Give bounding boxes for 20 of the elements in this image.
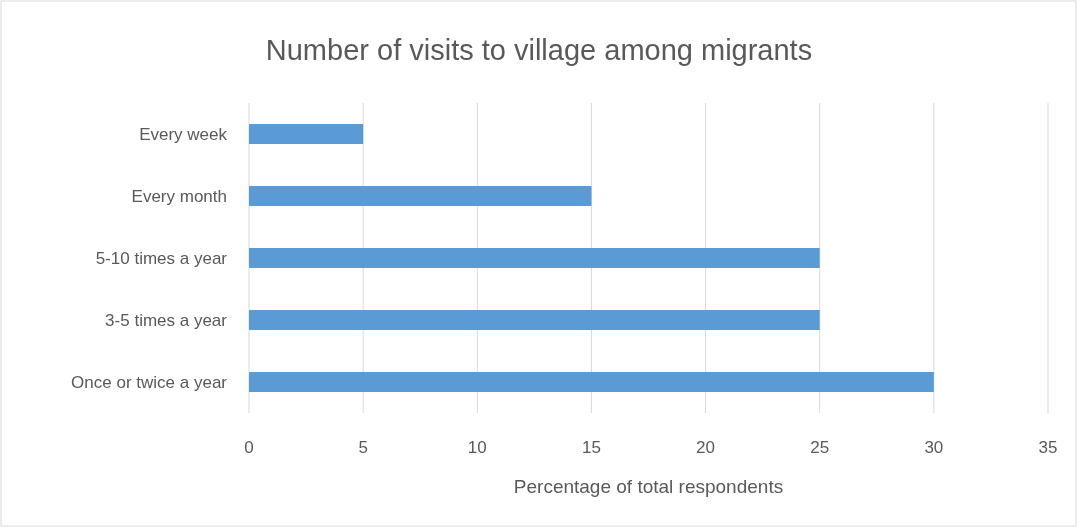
bar	[249, 186, 592, 206]
bar	[249, 124, 364, 144]
y-tick-label: 5-10 times a year	[95, 248, 228, 268]
y-tick-label: Every month	[131, 186, 227, 206]
bar	[249, 372, 934, 392]
x-tick-label: 15	[581, 438, 601, 457]
x-tick-label: 35	[1038, 438, 1058, 457]
x-tick-label: 30	[924, 438, 944, 457]
y-tick-label: 3-5 times a year	[105, 310, 228, 330]
x-tick-label: 0	[244, 438, 254, 457]
x-tick-label: 20	[696, 438, 716, 457]
bar	[249, 248, 820, 268]
y-tick-label: Once or twice a year	[71, 372, 228, 392]
x-tick-label: 5	[358, 438, 368, 457]
x-axis-title: Percentage of total respondents	[513, 476, 784, 497]
x-tick-label: 25	[810, 438, 830, 457]
x-tick-label: 10	[467, 438, 487, 457]
y-tick-label: Every week	[139, 124, 228, 144]
chart-title: Number of visits to village among migrants	[265, 34, 813, 66]
bar	[249, 310, 820, 330]
